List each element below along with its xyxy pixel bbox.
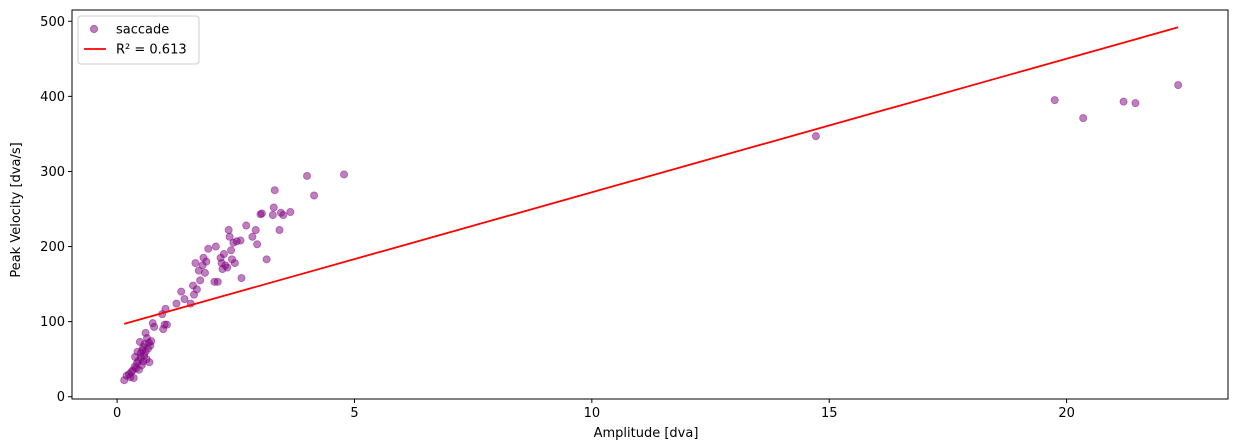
scatter-point bbox=[129, 373, 138, 382]
legend-marker-saccade bbox=[89, 24, 99, 34]
axes-border bbox=[71, 9, 1229, 400]
scatter-point bbox=[237, 274, 246, 283]
x-tick-label: 10 bbox=[584, 406, 601, 421]
scatter-point bbox=[150, 322, 159, 331]
scatter-point bbox=[302, 171, 311, 180]
x-tick-label: 5 bbox=[350, 406, 358, 421]
legend-label: saccade bbox=[116, 23, 169, 38]
plot-marks bbox=[120, 26, 1183, 385]
y-tick-label: 200 bbox=[40, 240, 65, 255]
scatter-point bbox=[213, 277, 222, 286]
scatter-point bbox=[242, 221, 251, 230]
scatter-point bbox=[162, 320, 171, 329]
scatter-point bbox=[270, 186, 279, 195]
scatter-point bbox=[219, 250, 228, 259]
scatter-point bbox=[177, 287, 186, 296]
scatter-point bbox=[275, 226, 284, 235]
scatter-point bbox=[310, 191, 319, 200]
scatter-point bbox=[224, 226, 233, 235]
scatter-point bbox=[192, 285, 201, 294]
scatter-point bbox=[236, 236, 245, 245]
scatter-point bbox=[230, 259, 239, 268]
scatter-point bbox=[1079, 114, 1088, 123]
y-tick-label: 500 bbox=[40, 15, 65, 30]
scatter-point bbox=[1131, 99, 1140, 108]
x-tick-label: 0 bbox=[113, 406, 121, 421]
scatter-point bbox=[172, 299, 181, 308]
scatter-point bbox=[204, 244, 213, 253]
scatter-point bbox=[200, 268, 209, 277]
y-tick-label: 300 bbox=[40, 165, 65, 180]
scatter-point bbox=[251, 226, 260, 235]
scatter-point bbox=[268, 211, 277, 220]
scatter-point bbox=[1119, 97, 1128, 106]
axes-frame bbox=[71, 9, 1229, 400]
scatter-point bbox=[196, 276, 205, 285]
x-tick-label: 15 bbox=[821, 406, 838, 421]
scatter-point bbox=[225, 232, 234, 241]
x-axis-label: Amplitude [dva] bbox=[594, 426, 699, 441]
regression-line bbox=[123, 26, 1179, 325]
scatter-point bbox=[223, 263, 232, 272]
scatter-point bbox=[262, 255, 271, 264]
scatter-point bbox=[811, 132, 820, 141]
scatter-point bbox=[1174, 81, 1183, 90]
y-tick-label: 100 bbox=[40, 315, 65, 330]
scatter-point bbox=[253, 240, 262, 249]
x-tick-label: 20 bbox=[1058, 406, 1075, 421]
scatter-point bbox=[257, 209, 266, 218]
scatter-point bbox=[180, 295, 189, 304]
legend: saccade R² = 0.613 bbox=[77, 15, 200, 65]
y-axis-label: Peak Velocity [dva/s] bbox=[9, 142, 24, 277]
scatter-point bbox=[227, 246, 236, 255]
legend-label: R² = 0.613 bbox=[116, 43, 187, 58]
scatter-point bbox=[202, 257, 211, 266]
scatter-point bbox=[279, 211, 288, 220]
scatter-point bbox=[286, 208, 295, 217]
y-tick-label: 400 bbox=[40, 90, 65, 105]
scatter-point bbox=[1050, 96, 1059, 105]
scatter-point bbox=[269, 203, 278, 212]
scatter-point bbox=[191, 259, 200, 268]
scatter-point bbox=[211, 242, 220, 251]
legend-box bbox=[77, 15, 200, 65]
y-tick-label: 0 bbox=[57, 390, 65, 405]
scatter-point bbox=[340, 170, 349, 179]
scatter-point bbox=[147, 337, 156, 346]
scatter-point bbox=[248, 232, 257, 241]
scatter-point bbox=[145, 358, 154, 367]
